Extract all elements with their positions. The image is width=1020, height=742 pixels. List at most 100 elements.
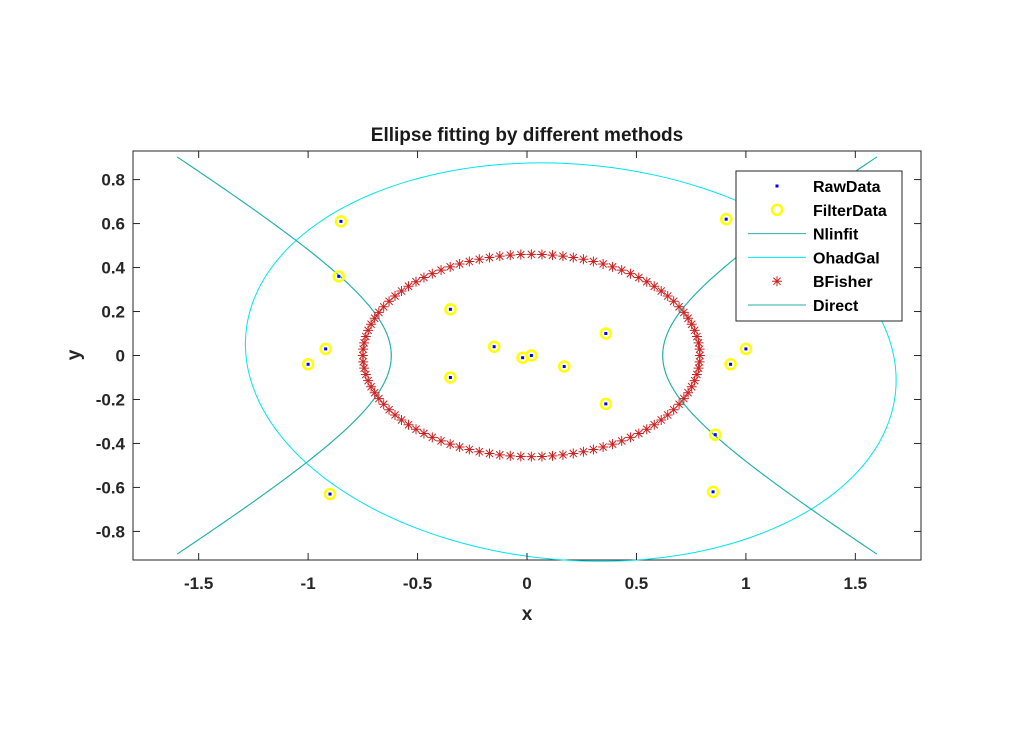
bfisher-marker xyxy=(691,369,702,380)
rawdata-point xyxy=(448,307,452,311)
y-tick-label: -0.8 xyxy=(96,522,125,541)
bfisher-marker xyxy=(445,261,456,272)
bfisher-marker xyxy=(547,250,558,261)
legend-label: BFisher xyxy=(813,274,873,291)
y-axis-label: y xyxy=(64,349,85,360)
y-tick-label: 0.6 xyxy=(101,215,125,234)
bfisher-marker xyxy=(686,319,697,330)
bfisher-marker xyxy=(668,296,679,307)
bfisher-marker xyxy=(390,409,401,420)
bfisher-marker xyxy=(588,256,599,267)
filterdata-point xyxy=(319,342,332,356)
filterdata-point xyxy=(332,270,346,283)
filterdata-point xyxy=(719,212,733,226)
bfisher-marker xyxy=(683,313,694,324)
bfisher-marker xyxy=(641,424,652,435)
bfisher-marker xyxy=(547,450,558,461)
bfisher-marker xyxy=(656,414,667,425)
bfisher-marker xyxy=(369,313,380,324)
bfisher-marker xyxy=(526,451,537,462)
bfisher-marker xyxy=(568,448,579,459)
bfisher-marker xyxy=(694,356,705,367)
bfisher-marker xyxy=(578,254,589,265)
bfisher-marker xyxy=(526,249,537,260)
rawdata-point xyxy=(729,362,733,366)
bfisher-marker xyxy=(656,286,667,297)
bfisher-marker xyxy=(360,331,371,342)
chart-title: Ellipse fitting by different methods xyxy=(371,125,683,146)
legend-label: RawData xyxy=(813,179,881,196)
filterdata-point xyxy=(739,342,753,356)
bfisher-marker xyxy=(633,428,644,439)
bfisher-marker xyxy=(691,331,702,342)
bfisher-marker xyxy=(683,387,694,398)
bfisher-marker xyxy=(598,258,609,269)
bfisher-marker xyxy=(505,450,516,461)
bfisher-marker xyxy=(454,442,465,453)
y-tick-label: 0.2 xyxy=(101,303,125,322)
bfisher-marker xyxy=(607,439,618,450)
y-tick-label: 0.4 xyxy=(101,259,125,278)
bfisher-marker xyxy=(464,444,475,455)
bfisher-marker xyxy=(427,268,438,279)
bfisher-marker xyxy=(418,428,429,439)
bfisher-marker xyxy=(693,337,704,348)
legend-item: FilterData xyxy=(770,203,887,220)
bfisher-marker xyxy=(674,301,685,312)
bfisher-marker xyxy=(607,261,618,272)
bfisher-marker xyxy=(662,409,673,420)
bfisher-marker xyxy=(427,432,438,443)
rawdata-point xyxy=(604,332,608,336)
bfisher-marker xyxy=(633,272,644,283)
axes: -1.5 -1 -0.5 0 0.5 1 1.5 -0.8 -0.6 -0.4 -0.2 0 0.2 0.… xyxy=(96,151,921,593)
bfisher-marker xyxy=(366,381,377,392)
bfisher-marker xyxy=(686,381,697,392)
bfisher-marker xyxy=(649,419,660,430)
bfisher-marker xyxy=(494,449,505,460)
bfisher-marker xyxy=(693,363,704,374)
rawdata-point xyxy=(328,492,332,496)
bfisher-marker xyxy=(378,301,389,312)
rawdata-point xyxy=(324,347,328,351)
rawdata-point xyxy=(713,433,717,437)
bfisher-marker xyxy=(464,256,475,267)
bfisher-marker xyxy=(360,369,371,380)
filterdata-point xyxy=(323,487,337,501)
legend-item: OhadGal xyxy=(748,250,880,267)
y-tick-label: -0.4 xyxy=(96,434,126,453)
bfisher-marker xyxy=(363,325,374,336)
legend-item: Nlinfit xyxy=(748,227,859,244)
filterdata-point xyxy=(708,428,722,441)
rawdata-point xyxy=(562,364,566,368)
bfisher-marker xyxy=(359,363,370,374)
bfisher-marker xyxy=(616,265,627,276)
bfisher-marker xyxy=(384,296,395,307)
bfisher-marker xyxy=(588,444,599,455)
bfisher-marker xyxy=(694,350,705,361)
bfisher-marker xyxy=(373,393,384,404)
filterdata-point xyxy=(334,215,348,228)
rawdata-point xyxy=(529,354,533,357)
bfisher-marker xyxy=(403,419,414,430)
rawdata-point xyxy=(492,345,496,349)
bfisher-marker xyxy=(625,268,636,279)
rawdata-point xyxy=(337,274,341,278)
rawdata-point xyxy=(339,219,343,223)
legend-box xyxy=(735,170,903,322)
bfisher-marker xyxy=(358,344,369,355)
x-tick-label: 0 xyxy=(522,574,531,593)
filterdata-point xyxy=(444,371,457,384)
x-tick-label: -1 xyxy=(301,574,316,593)
bfisher-marker xyxy=(396,414,407,425)
bfisher-marker xyxy=(505,250,516,261)
bfisher-marker xyxy=(436,265,447,276)
bfisher-marker xyxy=(536,451,547,462)
bfisher-marker xyxy=(403,281,414,292)
legend-label: FilterData xyxy=(813,203,887,220)
bfisher-marker xyxy=(454,258,465,269)
bfisher-marker xyxy=(418,272,429,283)
bfisher-series xyxy=(357,249,705,462)
legend: RawData FilterData Nlinfit OhadGal BFisher Di… xyxy=(735,170,903,322)
bfisher-marker xyxy=(641,276,652,287)
